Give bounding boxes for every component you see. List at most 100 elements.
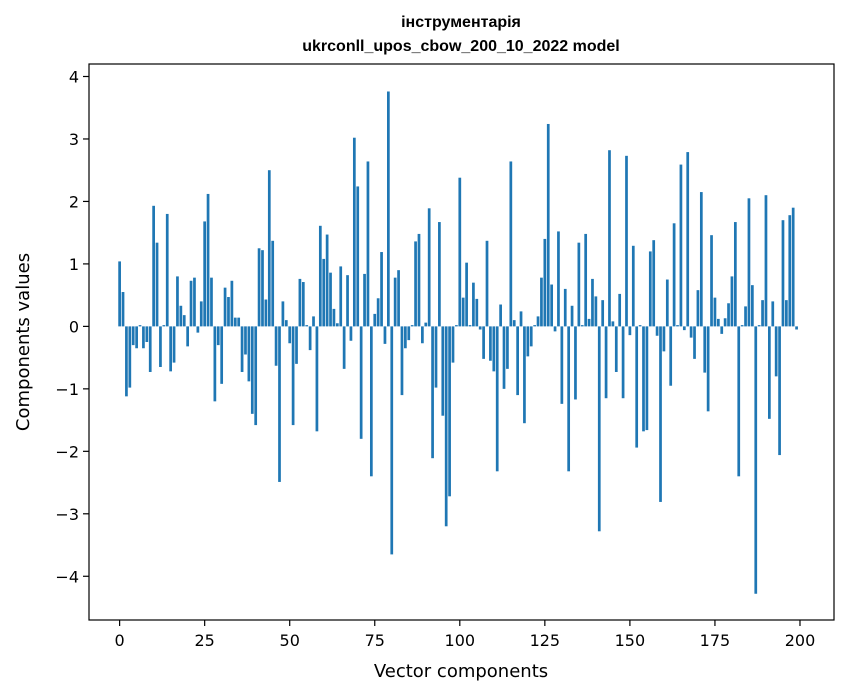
bar	[325, 234, 329, 327]
bar	[560, 326, 564, 404]
bar	[135, 326, 138, 349]
bar	[703, 326, 707, 373]
bar	[587, 318, 591, 327]
bar	[240, 326, 244, 372]
bar	[305, 325, 309, 327]
bar	[778, 326, 781, 456]
bar	[553, 326, 557, 332]
y-tick-label: −2	[55, 442, 79, 461]
bar	[237, 317, 241, 327]
bar	[608, 150, 611, 327]
bar	[349, 326, 353, 341]
bar	[424, 322, 428, 327]
bar	[274, 326, 278, 366]
bar	[529, 326, 533, 347]
x-tick-label: 0	[115, 631, 125, 650]
y-tick-label: 1	[69, 255, 79, 274]
bar	[618, 293, 622, 327]
bar	[363, 273, 366, 327]
bar	[339, 266, 343, 327]
chart-title: інструментарія	[401, 14, 521, 31]
bar	[131, 326, 135, 346]
x-tick-label: 175	[700, 631, 731, 650]
y-tick-label: −3	[55, 505, 79, 524]
bar	[312, 316, 315, 327]
bar	[278, 326, 281, 482]
bar	[465, 262, 468, 327]
bar	[390, 326, 394, 555]
bar	[125, 326, 128, 397]
bar	[570, 305, 574, 327]
bar	[342, 326, 346, 369]
bar	[682, 326, 686, 331]
bar	[227, 297, 230, 327]
bar	[210, 277, 213, 327]
bar-series	[118, 91, 798, 594]
bar	[764, 195, 768, 327]
bar	[373, 313, 377, 327]
bar	[257, 248, 261, 327]
bar	[383, 326, 387, 344]
bar	[186, 326, 190, 347]
bar	[376, 298, 380, 327]
bar	[604, 326, 608, 399]
bar	[693, 326, 696, 359]
y-tick-label: 2	[69, 192, 79, 211]
bar	[359, 326, 363, 439]
bar	[557, 231, 560, 327]
bar	[206, 193, 210, 327]
bar	[329, 272, 332, 327]
bar	[550, 284, 554, 327]
bar	[438, 222, 441, 327]
bar	[230, 280, 234, 327]
bar	[451, 326, 455, 363]
bar	[295, 326, 298, 364]
bar	[720, 326, 724, 334]
bar	[563, 288, 567, 327]
bar	[509, 161, 513, 327]
bar	[733, 222, 737, 327]
bar	[740, 325, 744, 327]
bar	[543, 238, 547, 327]
bar	[730, 276, 734, 327]
bar	[145, 326, 149, 342]
bar	[761, 300, 764, 327]
bar	[247, 326, 251, 382]
bar	[220, 326, 224, 384]
bar	[485, 240, 489, 327]
bar	[737, 326, 741, 477]
bar	[455, 325, 458, 327]
bar	[696, 290, 700, 327]
bar	[574, 326, 577, 400]
bar	[774, 326, 778, 377]
bar	[482, 326, 485, 359]
bar	[662, 326, 666, 352]
bar	[676, 325, 679, 327]
bar	[199, 301, 203, 327]
bar	[689, 326, 693, 338]
bar	[288, 326, 292, 344]
bar	[169, 326, 172, 372]
bar	[723, 318, 727, 327]
bar	[407, 326, 411, 341]
bar	[502, 326, 506, 389]
bar	[366, 161, 370, 327]
bar	[611, 321, 615, 327]
x-tick-label: 125	[530, 631, 561, 650]
x-tick-label: 200	[785, 631, 816, 650]
bar	[216, 326, 220, 346]
bar	[533, 325, 536, 327]
bar	[356, 186, 360, 327]
bar	[332, 308, 336, 327]
bar	[284, 320, 288, 327]
bar	[638, 325, 642, 327]
bar	[298, 278, 302, 327]
bar	[369, 326, 373, 477]
bar	[121, 292, 125, 327]
bar	[584, 233, 588, 327]
y-tick-label: 3	[69, 130, 79, 149]
bar	[710, 235, 713, 327]
bar	[254, 326, 258, 426]
bar	[203, 221, 207, 327]
